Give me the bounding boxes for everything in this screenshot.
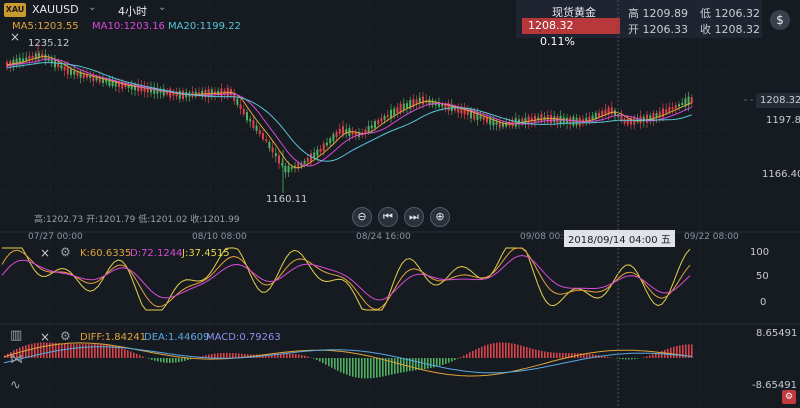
- macd-value: MACD:0.79263: [206, 332, 281, 343]
- chevron-down-icon[interactable]: ⌄: [88, 2, 97, 13]
- time-label: 07/27 00:00: [28, 232, 83, 242]
- close-icon[interactable]: ×: [40, 246, 51, 260]
- ma-lines: [6, 55, 693, 169]
- ma10-value: MA10:1203.16: [92, 21, 165, 32]
- bar-chart-icon[interactable]: ▥: [10, 328, 23, 343]
- time-label: 08/10 08:00: [192, 232, 247, 242]
- pulse-icon[interactable]: ∿: [10, 378, 21, 393]
- dollar-icon[interactable]: $: [770, 10, 790, 30]
- scroll-left-button[interactable]: ⏮: [378, 207, 398, 227]
- price-chip: 1208.32 0.11%: [522, 18, 620, 48]
- symbol-badge: XAU: [4, 3, 26, 17]
- zoom-in-button[interactable]: ⊕: [430, 207, 450, 227]
- last-price: 1208.32: [528, 19, 574, 32]
- kdj-tick: 100: [750, 247, 770, 258]
- zoom-out-button[interactable]: ⊖: [352, 207, 372, 227]
- price-candles: [6, 44, 693, 193]
- settings-icon[interactable]: ⚙: [60, 245, 71, 259]
- gear-icon[interactable]: ⚙: [782, 390, 796, 404]
- chart-grid: [0, 0, 745, 408]
- close-icon[interactable]: ×: [10, 30, 21, 44]
- kdj-k: K:60.6335: [80, 248, 132, 259]
- time-label: 09/08 00:00: [520, 232, 575, 242]
- ohlc-readout: 高:1202.73 开:1201.79 低:1201.02 收:1201.99: [34, 215, 240, 225]
- settings-icon[interactable]: ⚙: [60, 329, 71, 343]
- high-value: 高 1209.89: [628, 7, 688, 20]
- close-value: 收 1208.32: [700, 23, 760, 36]
- chevron-down-icon[interactable]: ⌄: [158, 2, 167, 13]
- low-price-label: 1160.11: [266, 194, 308, 205]
- axis-tick: 1166.40: [762, 169, 800, 180]
- macd-diff: DIFF:1.84241: [80, 332, 147, 343]
- scroll-right-button[interactable]: ⏭: [404, 207, 424, 227]
- indicator-icon[interactable]: ⋈: [10, 352, 23, 367]
- open-value: 开 1206.33: [628, 23, 688, 36]
- macd-lines: [3, 342, 693, 377]
- macd-dea: DEA:1.44609: [144, 332, 210, 343]
- close-icon[interactable]: ×: [40, 330, 51, 344]
- symbol-name[interactable]: XAUUSD: [32, 3, 79, 16]
- crosshair-time: 2018/09/14 04:00 五: [564, 230, 675, 247]
- axis-tick: 1197.83: [766, 115, 800, 126]
- period-selector[interactable]: 4小时: [118, 5, 147, 18]
- macd-top-tick: 8.65491: [756, 328, 798, 339]
- low-value: 低 1206.32: [700, 7, 760, 20]
- kdj-lines: [1, 247, 691, 311]
- instrument-name: 现货黄金: [552, 6, 596, 19]
- kdj-j: J:37.4515: [182, 248, 230, 259]
- time-label: 09/22 08:00: [684, 232, 739, 242]
- current-price-tag: 1208.32: [756, 93, 800, 108]
- macd-histogram: [4, 342, 693, 379]
- macd-bottom-tick: -8.65491: [752, 380, 797, 391]
- kdj-tick: 50: [756, 271, 769, 282]
- ma5-value: MA5:1203.55: [12, 21, 79, 32]
- kdj-tick: 0: [760, 297, 767, 308]
- change-percent: 0.11%: [540, 35, 575, 48]
- time-label: 08/24 16:00: [356, 232, 411, 242]
- kdj-d: D:72.1244: [130, 248, 183, 259]
- high-price-label: 1235.12: [28, 38, 70, 49]
- ma20-value: MA20:1199.22: [168, 21, 241, 32]
